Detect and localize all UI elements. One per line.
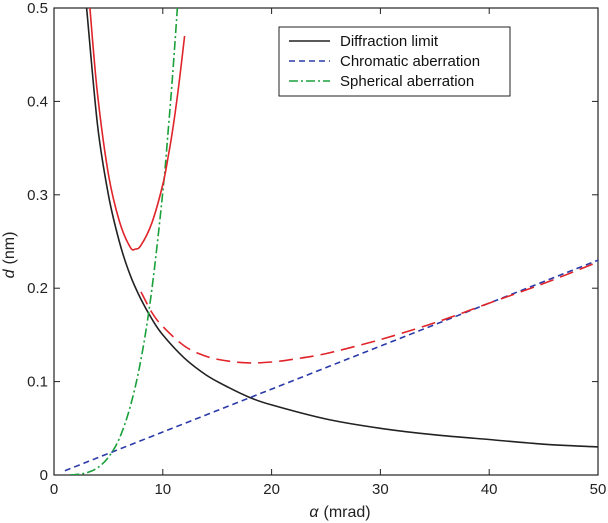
plot-frame bbox=[53, 7, 599, 476]
series-total-focus-b bbox=[140, 261, 598, 364]
y-tick-label: 0 bbox=[40, 467, 48, 484]
y-tick-label: 0.3 bbox=[27, 187, 48, 204]
x-axis-symbol: α bbox=[309, 504, 319, 521]
x-tick-label: 30 bbox=[372, 481, 389, 498]
y-tick-label: 0.4 bbox=[27, 93, 48, 110]
x-axis-title: α (mrad) bbox=[309, 504, 370, 521]
legend: Diffraction limit Chromatic aberration S… bbox=[278, 26, 511, 97]
x-tick-label: 50 bbox=[590, 481, 607, 498]
series-diffraction-limit bbox=[85, 8, 598, 448]
x-tick-label: 40 bbox=[481, 481, 498, 498]
plot-curves bbox=[64, 8, 598, 475]
y-axis-symbol: d bbox=[1, 268, 18, 278]
x-tick-label: 10 bbox=[154, 481, 171, 498]
legend-box bbox=[278, 26, 511, 97]
y-tick-label: 0.1 bbox=[27, 374, 48, 391]
y-axis-ticks: 0 0.1 0.2 0.3 0.4 0.5 bbox=[27, 0, 598, 484]
plot-axes bbox=[53, 7, 599, 476]
legend-label-diffraction: Diffraction limit bbox=[340, 33, 439, 50]
x-axis-unit: (mrad) bbox=[324, 504, 371, 521]
y-tick-label: 0.2 bbox=[27, 280, 48, 297]
y-axis-unit: (nm) bbox=[1, 232, 18, 265]
x-tick-label: 0 bbox=[50, 481, 58, 498]
series-total-focus-a bbox=[89, 8, 186, 251]
x-tick-label: 20 bbox=[263, 481, 280, 498]
legend-label-spherical: Spherical aberration bbox=[340, 73, 474, 90]
y-tick-label: 0.5 bbox=[27, 0, 48, 17]
y-axis-title: d (nm) bbox=[1, 232, 18, 279]
legend-label-chromatic: Chromatic aberration bbox=[340, 53, 480, 70]
series-chromatic-aberration bbox=[64, 259, 598, 472]
x-axis-ticks: 0 10 20 30 40 50 bbox=[50, 8, 607, 498]
series-spherical-aberration bbox=[70, 8, 179, 475]
